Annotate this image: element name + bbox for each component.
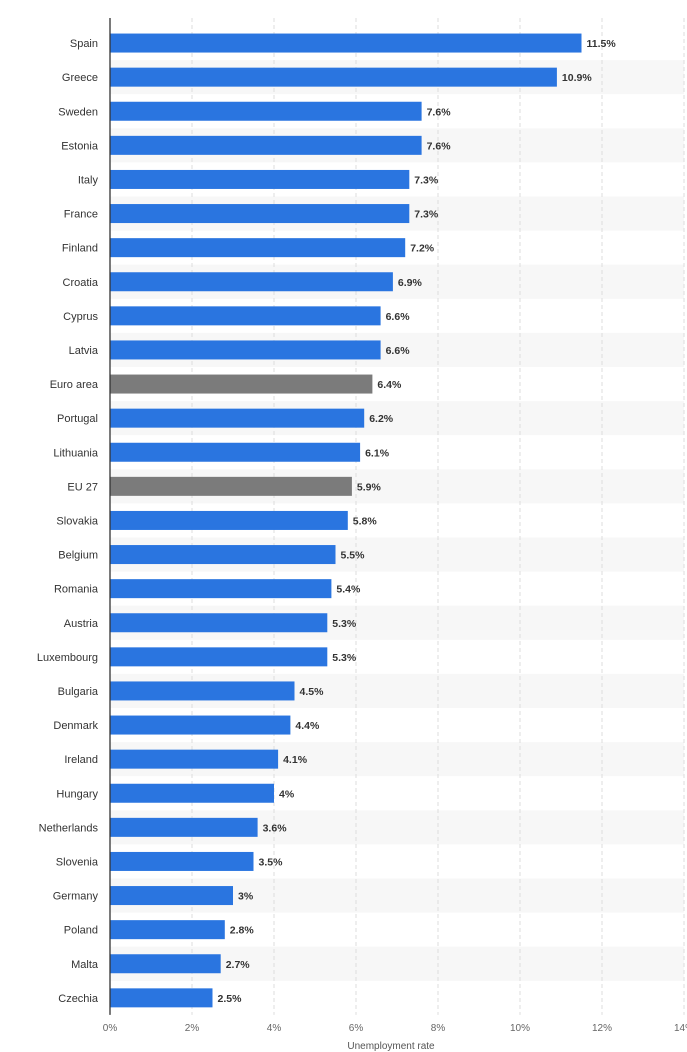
value-label: 11.5%	[587, 38, 617, 50]
value-label: 5.5%	[341, 550, 366, 562]
category-label: Germany	[53, 891, 99, 903]
value-label: 7.2%	[410, 243, 435, 255]
bar	[110, 33, 582, 53]
category-label: Malta	[71, 959, 99, 971]
value-label: 6.4%	[377, 379, 402, 391]
bar	[110, 579, 332, 599]
category-label: Sweden	[58, 106, 98, 118]
bar	[110, 545, 336, 565]
category-label: Hungary	[56, 788, 98, 800]
bar	[110, 442, 361, 462]
bar	[110, 510, 348, 530]
bar	[110, 204, 410, 224]
value-label: 2.8%	[230, 925, 255, 937]
value-label: 7.3%	[414, 174, 439, 186]
bar	[110, 749, 279, 769]
value-label: 3.6%	[263, 822, 288, 834]
value-label: 5.9%	[357, 481, 382, 493]
value-label: 7.6%	[427, 140, 452, 152]
bar	[110, 613, 328, 633]
category-label: Italy	[78, 174, 99, 186]
x-tick-label: 0%	[103, 1023, 118, 1034]
x-tick-label: 14%	[674, 1023, 687, 1034]
value-label: 4%	[279, 788, 295, 800]
bar	[110, 272, 393, 292]
bar	[110, 408, 365, 428]
bar	[110, 817, 258, 837]
x-tick-label: 4%	[267, 1023, 282, 1034]
category-label: Slovakia	[56, 515, 98, 527]
category-label: Netherlands	[39, 822, 99, 834]
category-label: Portugal	[57, 413, 98, 425]
value-label: 5.4%	[336, 584, 361, 596]
value-label: 3%	[238, 891, 254, 903]
category-label: Ireland	[64, 754, 98, 766]
bar	[110, 101, 422, 121]
category-label: Luxembourg	[37, 652, 98, 664]
value-label: 5.8%	[353, 515, 378, 527]
category-label: Austria	[64, 618, 99, 630]
x-axis-title: Unemployment rate	[347, 1041, 435, 1052]
category-label: Romania	[54, 584, 99, 596]
value-label: 3.5%	[259, 856, 284, 868]
bar	[110, 306, 381, 326]
category-label: Bulgaria	[58, 686, 99, 698]
bar	[110, 476, 352, 496]
category-label: Denmark	[53, 720, 98, 732]
bar	[110, 681, 295, 701]
category-label: Poland	[64, 925, 98, 937]
bar	[110, 851, 254, 871]
category-label: Euro area	[50, 379, 99, 391]
category-label: Croatia	[63, 277, 99, 289]
value-label: 6.2%	[369, 413, 394, 425]
bar	[110, 374, 373, 394]
bar	[110, 647, 328, 667]
category-label: Belgium	[58, 550, 98, 562]
category-label: Czechia	[58, 993, 99, 1005]
value-label: 7.6%	[427, 106, 452, 118]
value-label: 2.7%	[226, 959, 251, 971]
bar	[110, 238, 406, 258]
bar	[110, 169, 410, 189]
bar	[110, 886, 233, 906]
value-label: 6.6%	[386, 345, 411, 357]
category-label: France	[64, 209, 98, 221]
x-tick-label: 6%	[349, 1023, 364, 1034]
category-label: Slovenia	[56, 856, 99, 868]
value-label: 2.5%	[218, 993, 243, 1005]
category-label: Finland	[62, 243, 98, 255]
value-label: 5.3%	[332, 652, 357, 664]
value-label: 6.1%	[365, 447, 390, 459]
category-label: EU 27	[67, 481, 98, 493]
bar	[110, 783, 274, 803]
bar	[110, 715, 291, 735]
value-label: 5.3%	[332, 618, 357, 630]
category-label: Spain	[70, 38, 98, 50]
category-label: Greece	[62, 72, 98, 84]
value-label: 4.1%	[283, 754, 308, 766]
bar	[110, 920, 225, 940]
value-label: 7.3%	[414, 209, 439, 221]
bar	[110, 988, 213, 1008]
value-label: 10.9%	[562, 72, 592, 84]
x-tick-label: 8%	[431, 1023, 446, 1034]
category-label: Estonia	[61, 140, 99, 152]
x-tick-label: 12%	[592, 1023, 612, 1034]
x-tick-label: 2%	[185, 1023, 200, 1034]
category-label: Cyprus	[63, 311, 98, 323]
category-label: Latvia	[69, 345, 99, 357]
x-tick-label: 10%	[510, 1023, 530, 1034]
bar	[110, 67, 557, 87]
category-label: Lithuania	[53, 447, 99, 459]
value-label: 6.6%	[386, 311, 411, 323]
bar	[110, 954, 221, 974]
value-label: 4.5%	[300, 686, 325, 698]
value-label: 6.9%	[398, 277, 423, 289]
value-label: 4.4%	[295, 720, 320, 732]
bar	[110, 135, 422, 155]
bar	[110, 340, 381, 360]
